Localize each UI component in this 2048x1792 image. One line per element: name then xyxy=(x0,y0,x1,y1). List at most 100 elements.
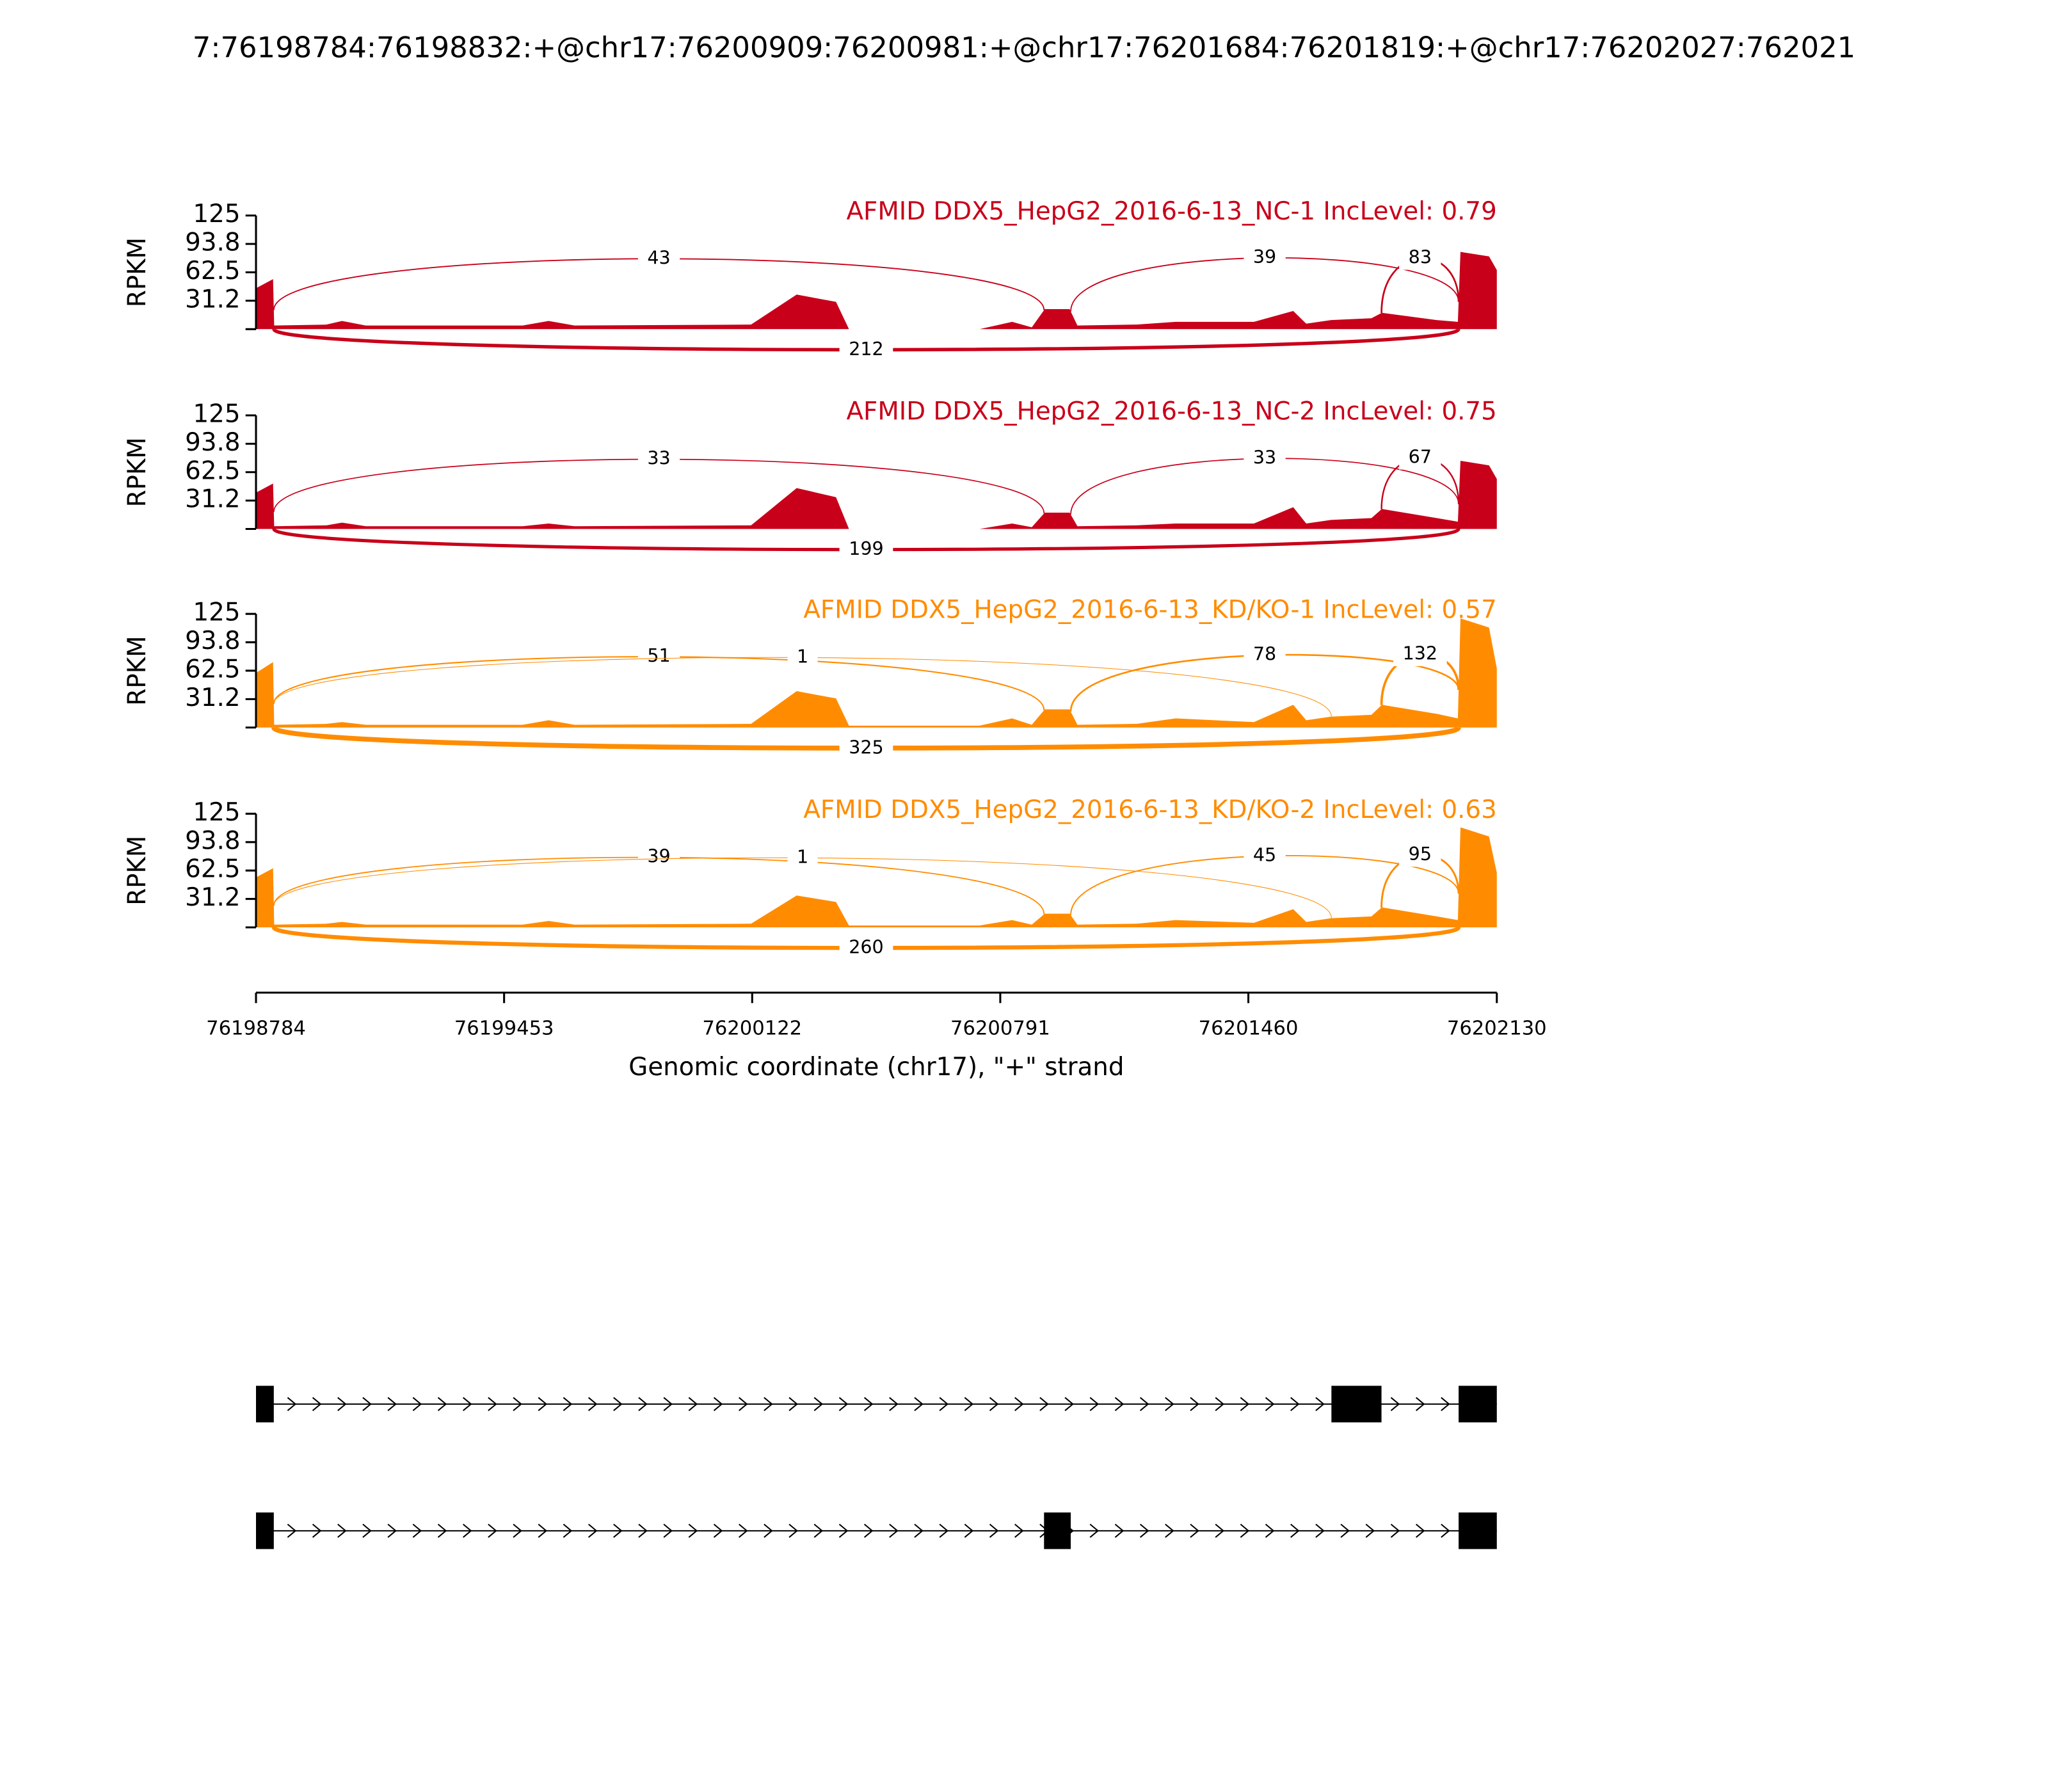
x-tick-label: 76198784 xyxy=(206,1018,306,1040)
strand-chevron xyxy=(1165,1523,1174,1538)
junction-label-bg xyxy=(1244,844,1286,868)
y-tick-label: 125 xyxy=(193,399,241,428)
strand-chevron xyxy=(863,1396,874,1411)
strand-chevron xyxy=(914,1396,924,1411)
chart-title: 7:76198784:76198832:+@chr17:76200909:762… xyxy=(193,31,1855,65)
junction-label: 1 xyxy=(797,845,808,867)
strand-chevron xyxy=(1415,1396,1425,1411)
strand-chevron xyxy=(663,1523,673,1538)
junction-label-bg xyxy=(839,338,893,362)
strand-chevron xyxy=(964,1523,974,1538)
strand-chevron xyxy=(1114,1523,1124,1538)
junction-label-bg xyxy=(839,538,893,562)
junction-label-bg xyxy=(637,644,680,669)
strand-chevron xyxy=(513,1396,522,1411)
strand-chevron xyxy=(1390,1523,1400,1538)
y-tick-label: 93.8 xyxy=(185,627,240,655)
strand-chevron xyxy=(488,1396,497,1411)
strand-chevron xyxy=(488,1523,497,1538)
junction-label: 260 xyxy=(849,936,884,958)
junction-label-bg xyxy=(1393,643,1447,666)
strand-chevron xyxy=(989,1523,999,1538)
strand-chevron xyxy=(613,1523,623,1538)
y-tick-label: 62.5 xyxy=(185,655,240,684)
junction-label: 33 xyxy=(647,447,670,469)
junction-label-bg xyxy=(839,737,893,760)
panel-title: AFMID DDX5_HepG2_2016-6-13_NC-2 IncLevel… xyxy=(847,397,1497,426)
strand-chevron xyxy=(412,1396,422,1411)
exon xyxy=(1044,1512,1071,1549)
junction-label-bg xyxy=(1244,446,1286,470)
strand-chevron xyxy=(713,1396,723,1411)
strand-chevron xyxy=(788,1396,798,1411)
panel-title: AFMID DDX5_HepG2_2016-6-13_KD/KO-1 IncLe… xyxy=(803,596,1496,625)
junction-label-bg xyxy=(637,447,680,471)
strand-chevron xyxy=(1265,1396,1275,1411)
strand-chevron xyxy=(1390,1396,1400,1411)
junction-label: 325 xyxy=(849,736,884,758)
strand-chevron xyxy=(563,1523,573,1538)
y-axis-label: RPKM xyxy=(123,437,152,507)
strand-chevron xyxy=(939,1396,949,1411)
strand-chevron xyxy=(964,1396,974,1411)
strand-chevron xyxy=(1441,1523,1450,1538)
junction-label: 33 xyxy=(1253,446,1276,468)
y-axis-label: RPKM xyxy=(123,836,152,906)
y-axis-label: RPKM xyxy=(123,237,152,307)
strand-chevron xyxy=(1215,1396,1225,1411)
exon xyxy=(1459,1512,1497,1549)
y-tick-label: 62.5 xyxy=(185,257,240,285)
strand-chevron xyxy=(1265,1523,1275,1538)
y-tick-label: 31.2 xyxy=(185,684,240,712)
junction-label: 78 xyxy=(1253,643,1276,665)
strand-chevron xyxy=(463,1523,472,1538)
coverage-area xyxy=(256,827,1497,927)
strand-chevron xyxy=(387,1396,397,1411)
y-tick-label: 31.2 xyxy=(185,883,240,912)
strand-chevron xyxy=(1039,1396,1049,1411)
strand-chevron xyxy=(989,1396,999,1411)
junction-label-bg xyxy=(787,846,818,870)
exon xyxy=(256,1386,274,1423)
strand-chevron xyxy=(1290,1523,1300,1538)
strand-chevron xyxy=(1139,1396,1149,1411)
junction-label: 39 xyxy=(647,845,670,867)
strand-chevron xyxy=(538,1523,548,1538)
x-tick-label: 76202130 xyxy=(1447,1018,1547,1040)
y-tick-label: 62.5 xyxy=(185,456,240,485)
strand-chevron xyxy=(588,1396,598,1411)
strand-chevron xyxy=(914,1523,924,1538)
strand-chevron xyxy=(337,1396,347,1411)
strand-chevron xyxy=(838,1523,849,1538)
junction-label: 67 xyxy=(1409,445,1432,467)
junction-label-bg xyxy=(1399,843,1441,867)
y-tick-label: 125 xyxy=(193,598,241,627)
strand-chevron xyxy=(1190,1523,1199,1538)
strand-chevron xyxy=(1064,1396,1074,1411)
exon xyxy=(1331,1386,1382,1423)
strand-chevron xyxy=(1290,1396,1300,1411)
strand-chevron xyxy=(1014,1396,1024,1411)
junction-label: 83 xyxy=(1409,246,1432,268)
coverage-area xyxy=(256,252,1497,330)
strand-chevron xyxy=(588,1523,598,1538)
x-tick-label: 76200791 xyxy=(950,1018,1050,1040)
strand-chevron xyxy=(813,1396,824,1411)
junction-label-bg xyxy=(787,646,818,669)
strand-chevron xyxy=(663,1396,673,1411)
strand-chevron xyxy=(437,1396,447,1411)
coverage-area xyxy=(256,618,1497,728)
strand-chevron xyxy=(638,1523,648,1538)
strand-chevron xyxy=(1165,1396,1174,1411)
strand-chevron xyxy=(1240,1523,1250,1538)
exon xyxy=(1459,1386,1497,1423)
strand-chevron xyxy=(1014,1523,1024,1538)
strand-chevron xyxy=(312,1396,322,1411)
strand-chevron xyxy=(788,1523,798,1538)
strand-chevron xyxy=(437,1523,447,1538)
junction-label-bg xyxy=(1399,246,1441,270)
y-tick-label: 93.8 xyxy=(185,428,240,457)
strand-chevron xyxy=(362,1396,372,1411)
y-tick-label: 125 xyxy=(193,200,241,228)
strand-chevron xyxy=(713,1523,723,1538)
